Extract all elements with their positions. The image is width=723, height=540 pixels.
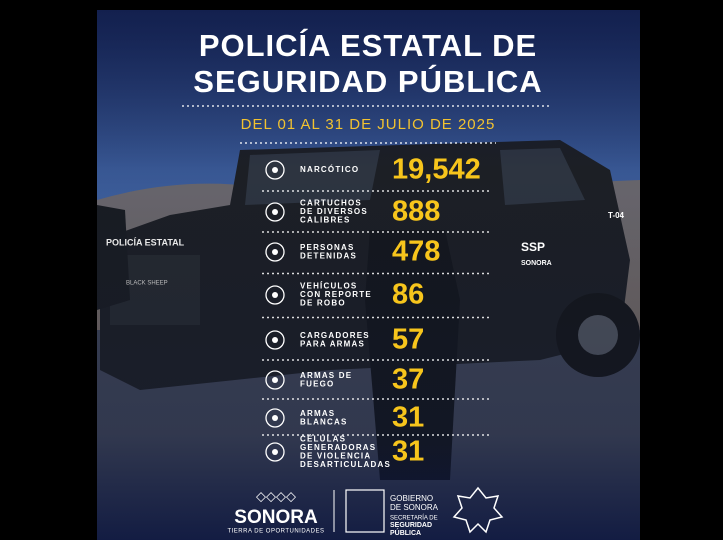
item-value: 478 bbox=[392, 236, 440, 268]
secretariat: SEGURIDAD bbox=[390, 522, 432, 529]
item-label: GENERADORAS bbox=[300, 443, 376, 452]
unit-text: T-04 bbox=[608, 211, 625, 220]
item-label: NARCÓTICO bbox=[300, 165, 359, 174]
item-icon bbox=[272, 167, 278, 173]
item-value: 86 bbox=[392, 279, 424, 311]
item-icon bbox=[272, 249, 278, 255]
item-label: BLANCAS bbox=[300, 417, 348, 426]
item-label: DE VIOLENCIA bbox=[300, 451, 371, 460]
item-label: DESARTICULADAS bbox=[300, 460, 391, 469]
item-icon bbox=[265, 285, 285, 305]
item-icon bbox=[272, 449, 278, 455]
item-icon bbox=[265, 202, 285, 222]
item-icon bbox=[265, 370, 285, 390]
title: SEGURIDAD PÚBLICA bbox=[193, 63, 542, 99]
grille-text: BLACK SHEEP bbox=[126, 281, 168, 287]
item-icon bbox=[265, 408, 285, 428]
item-label: DETENIDAS bbox=[300, 251, 357, 260]
item-value: 888 bbox=[392, 196, 440, 228]
item-icon bbox=[265, 330, 285, 350]
brand-mark: ◇◇◇◇ bbox=[256, 488, 296, 503]
slogan: TIERRA DE OPORTUNIDADES bbox=[227, 529, 324, 535]
item-label: CALIBRES bbox=[300, 216, 351, 225]
date: DEL 01 AL 31 DE JULIO DE 2025 bbox=[241, 116, 496, 133]
item-label: CON REPORTE bbox=[300, 290, 372, 299]
item-icon bbox=[272, 415, 278, 421]
item-icon bbox=[272, 377, 278, 383]
item-icon bbox=[265, 242, 285, 262]
item-label: DE DIVERSOS bbox=[300, 207, 368, 216]
item-label: CARTUCHOS bbox=[300, 199, 362, 208]
item-value: 37 bbox=[392, 364, 424, 396]
item-label: ARMAS bbox=[300, 409, 335, 418]
item-icon bbox=[272, 292, 278, 298]
item-label: ARMAS DE bbox=[300, 371, 352, 380]
item-label: PERSONAS bbox=[300, 243, 355, 252]
vehicle-text: POLICÍA ESTATAL bbox=[106, 237, 185, 247]
item-icon bbox=[272, 209, 278, 215]
gov: GOBIERNO bbox=[390, 494, 433, 503]
brand: SONORA bbox=[234, 507, 318, 528]
item-value: 31 bbox=[392, 402, 424, 434]
item-label: PARA ARMAS bbox=[300, 339, 365, 348]
gov: DE SONORA bbox=[390, 503, 439, 512]
item-label: VEHÍCULOS bbox=[300, 282, 357, 291]
item-icon bbox=[272, 337, 278, 343]
shield bbox=[345, 489, 385, 533]
item-value: 31 bbox=[392, 436, 424, 468]
title: POLICÍA ESTATAL DE bbox=[199, 28, 537, 63]
item-label: CÉLULAS bbox=[300, 434, 346, 443]
door-text: SSP bbox=[521, 240, 545, 254]
item-icon bbox=[265, 442, 285, 462]
footer: ◇◇◇◇ SONORA TIERRA DE OPORTUNIDADES GOBI… bbox=[227, 486, 504, 537]
item-value: 57 bbox=[392, 324, 424, 356]
item-label: DE ROBO bbox=[300, 299, 346, 308]
item-label: FUEGO bbox=[300, 379, 334, 388]
item-value: 19,542 bbox=[392, 154, 481, 186]
badge bbox=[452, 486, 504, 534]
secretariat: SECRETARÍA DE bbox=[390, 515, 438, 522]
item-label: CARGADORES bbox=[300, 331, 370, 340]
photo: POLICÍA ESTATAL BLACK SHEEP SSP SONORA T… bbox=[97, 10, 640, 540]
door-text: SONORA bbox=[521, 260, 552, 267]
secretariat: PÚBLICA bbox=[390, 528, 421, 537]
item-icon bbox=[265, 160, 285, 180]
